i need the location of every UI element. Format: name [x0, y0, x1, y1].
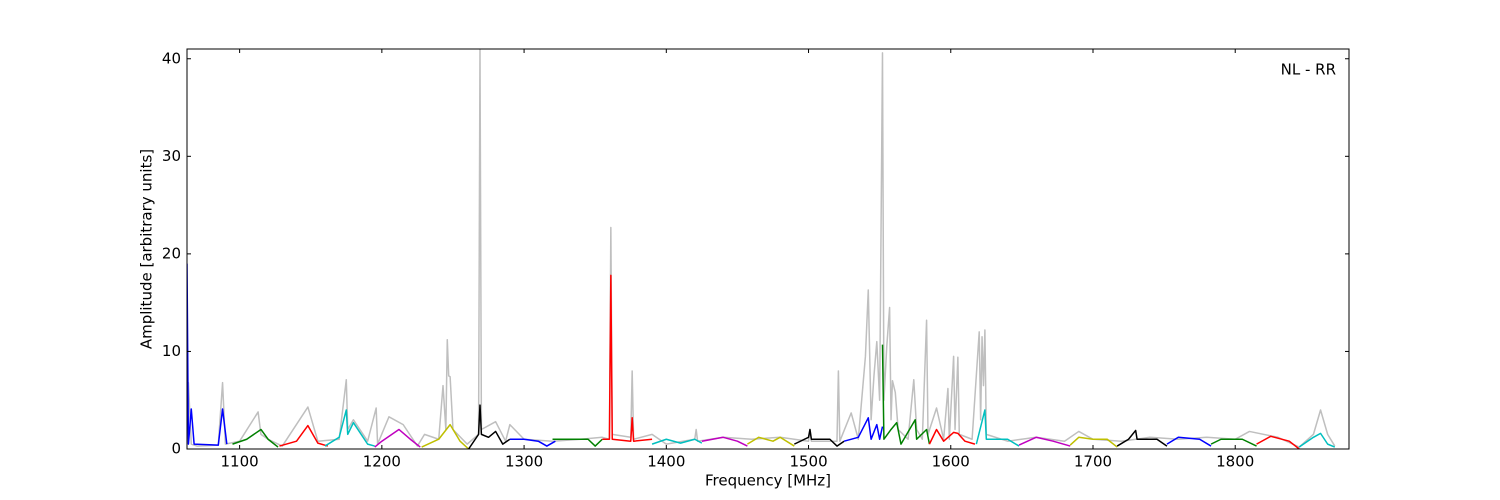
y-tick-label: 20	[162, 244, 181, 262]
x-tick-label: 1300	[505, 453, 543, 471]
y-tick-label: 30	[162, 147, 181, 165]
series-line	[843, 417, 884, 442]
series-line	[1166, 436, 1212, 447]
series-line	[1256, 435, 1300, 449]
annotation: NL - RR	[1281, 61, 1336, 79]
x-tick-label: 1500	[789, 453, 827, 471]
series-line	[602, 274, 653, 442]
plot-frame	[186, 48, 1350, 450]
series-line	[467, 404, 511, 449]
y-tick-label: 0	[171, 440, 181, 458]
x-tick-label: 1400	[647, 453, 685, 471]
x-tick-label: 1600	[932, 453, 970, 471]
series-line	[1116, 429, 1168, 447]
y-tick-label: 40	[162, 49, 181, 67]
series-line	[793, 428, 845, 447]
series-line	[881, 344, 931, 445]
series-line	[374, 428, 421, 448]
series-line	[187, 49, 1336, 448]
y-axis-label: Amplitude [arbitrary units]	[138, 149, 156, 349]
series-line	[232, 428, 279, 448]
series-line	[1210, 438, 1257, 447]
x-tick-label: 1200	[363, 453, 401, 471]
series-line	[187, 263, 228, 446]
x-tick-label: 1100	[221, 453, 259, 471]
series-line	[1069, 436, 1118, 448]
series-line	[746, 436, 795, 447]
plot-area	[187, 49, 1336, 449]
series-line	[279, 424, 329, 447]
series-line	[651, 438, 703, 445]
series-line	[1298, 432, 1336, 448]
series-line	[509, 438, 556, 447]
y-tick-label: 10	[162, 342, 181, 360]
series-line	[701, 436, 748, 447]
series-line	[552, 438, 603, 447]
x-tick-label: 1800	[1216, 453, 1254, 471]
x-axis-label: Frequency [MHz]	[705, 472, 831, 490]
series-line	[1018, 436, 1071, 447]
series-line	[421, 423, 470, 449]
x-tick-label: 1700	[1074, 453, 1112, 471]
series-line	[324, 409, 375, 447]
series-line	[975, 409, 1020, 447]
series-line	[928, 428, 976, 445]
